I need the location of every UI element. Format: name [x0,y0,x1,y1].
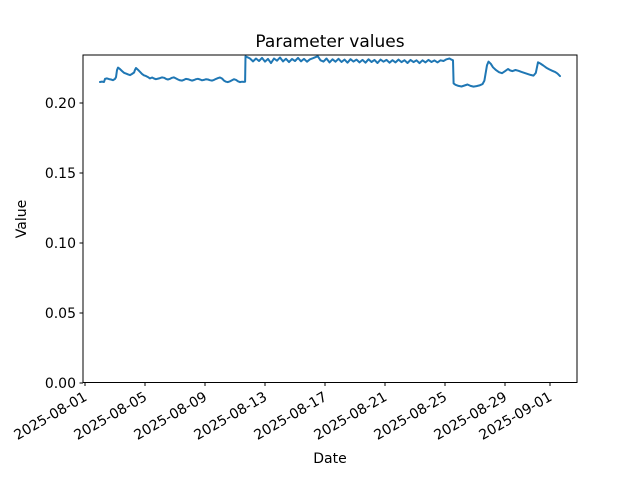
chart-title: Parameter values [255,32,404,52]
data-line-group [99,55,561,88]
y-tick-label: 0.10 [45,236,76,252]
y-tick-label: 0.15 [45,166,76,182]
y-tick-label: 0.05 [45,306,76,322]
y-axis-label: Value [14,200,30,238]
y-axis-ticks: 0.00 0.05 0.10 0.15 0.20 [45,96,83,392]
y-tick-label: 0.20 [45,96,76,112]
plot-area-border [82,54,578,383]
series-line-parameter-value [99,55,561,88]
x-axis-label: Date [313,451,346,467]
y-tick-label: 0.00 [45,376,76,392]
x-axis-ticks: 2025-08-012025-08-052025-08-092025-08-13… [12,382,555,444]
